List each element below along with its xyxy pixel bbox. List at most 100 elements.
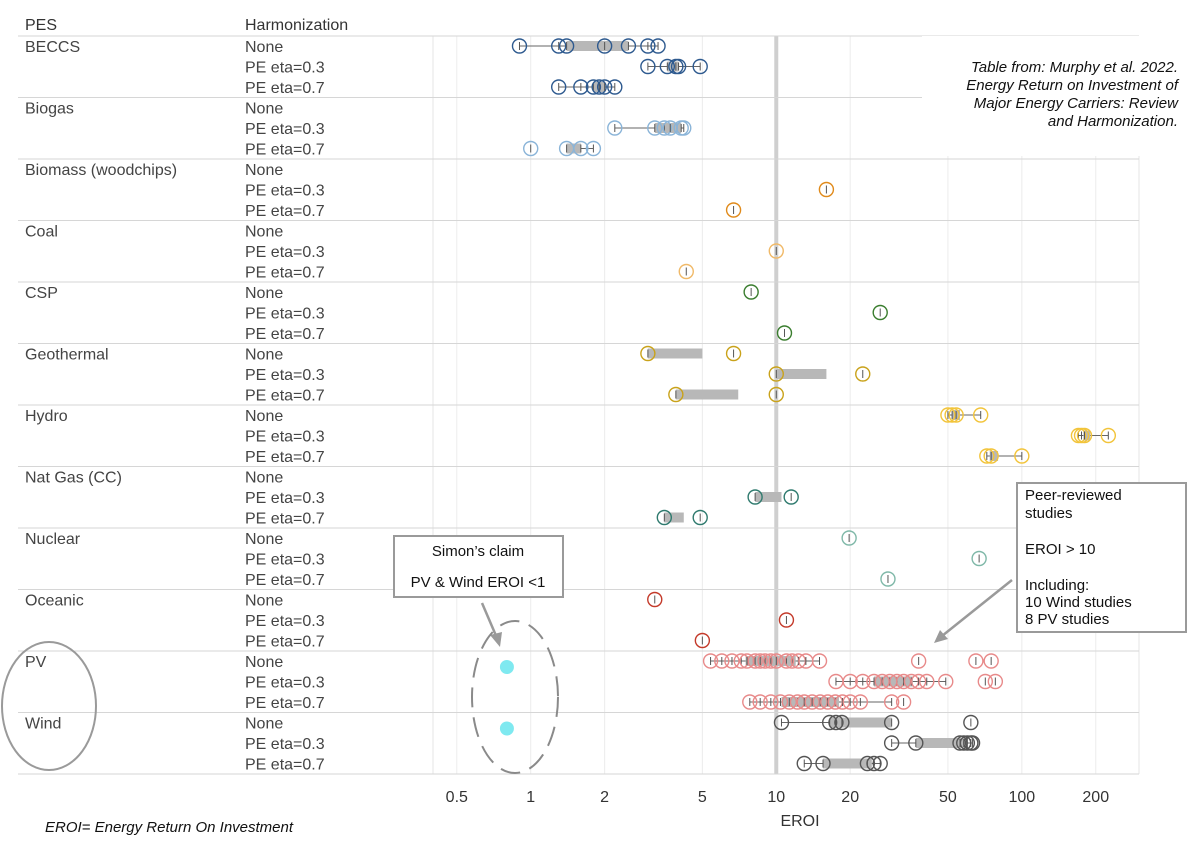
pes-label: Oceanic: [25, 593, 84, 610]
data-point: [880, 571, 896, 587]
data-point: [818, 181, 835, 198]
data-point: [778, 612, 795, 628]
harmonization-label: PE eta=0.3: [245, 490, 325, 507]
data-point: [842, 673, 858, 690]
harmonization-label: PE eta=0.7: [245, 142, 325, 159]
data-point: [834, 694, 851, 710]
harmonization-label: None: [245, 285, 283, 302]
peer-line-1: Peer-reviewed: [1025, 487, 1122, 504]
harmonization-label: PE eta=0.3: [245, 244, 325, 261]
data-point: [725, 202, 742, 218]
data-point: [852, 694, 869, 710]
data-point: [944, 407, 960, 423]
harmonization-label: PE eta=0.3: [245, 552, 325, 569]
data-point: [963, 714, 979, 731]
data-point: [640, 58, 656, 75]
harmonization-label: PE eta=0.3: [245, 60, 325, 77]
harmonization-label: PE eta=0.7: [245, 572, 325, 589]
simons-claim-points: [499, 660, 514, 736]
peer-line-4: EROI > 10: [1025, 541, 1095, 558]
data-point: [591, 79, 607, 95]
data-point: [656, 509, 673, 526]
data-point: [585, 140, 602, 157]
data-point: [959, 735, 976, 751]
peer-reviewed-text: Peer-reviewed studies EROI > 10 Includin…: [1025, 487, 1132, 628]
data-point: [550, 38, 567, 54]
harmonization-label: PE eta=0.7: [245, 80, 325, 97]
data-point: [558, 38, 575, 54]
source-note-line-2: Energy Return on Investment of: [966, 77, 1180, 94]
data-point: [596, 38, 613, 54]
harmonization-label: None: [245, 224, 283, 241]
data-point: [872, 755, 888, 772]
data-point: [968, 653, 984, 669]
data-point: [895, 694, 912, 710]
data-point: [692, 509, 708, 526]
data-point: [763, 694, 779, 710]
pes-label: Biogas: [25, 101, 74, 118]
claim-dashed-ellipse: [471, 620, 559, 774]
harmonization-label: PE eta=0.3: [245, 429, 325, 446]
pes-label: Wind: [25, 716, 61, 733]
data-point: [694, 632, 711, 649]
data-point: [714, 653, 730, 669]
data-point: [743, 284, 759, 300]
data-point: [747, 489, 763, 505]
harmonization-label: PE eta=0.3: [245, 306, 325, 323]
box: [823, 758, 872, 769]
data-point: [908, 735, 924, 751]
x-axis-ticks: 0.5 1 2 5 10 20 50 100 200: [446, 789, 1110, 806]
data-point: [964, 735, 981, 751]
peer-arrowhead: [934, 630, 948, 643]
box: [829, 717, 892, 728]
data-point: [804, 694, 820, 710]
harmonization-label: PE eta=0.7: [245, 265, 325, 282]
source-note: Table from: Murphy et al. 2022. Energy R…: [966, 59, 1180, 130]
data-point: [678, 263, 694, 280]
data-point: [768, 243, 784, 259]
data-point: [523, 140, 539, 157]
data-point: [940, 407, 956, 423]
data-point: [668, 386, 684, 403]
data-point: [739, 653, 755, 669]
data-point: [620, 38, 637, 54]
tick-label-0.5: 0.5: [446, 789, 468, 806]
data-point: [910, 673, 927, 690]
source-note-line-4: and Harmonization.: [1048, 113, 1178, 130]
harmonization-label: PE eta=0.3: [245, 675, 325, 692]
harmonization-label: None: [245, 716, 283, 733]
header-pes: PES: [25, 17, 57, 34]
data-point: [573, 140, 589, 157]
data-point: [670, 58, 687, 75]
data-point: [919, 673, 935, 690]
box: [664, 512, 684, 523]
data-point: [834, 714, 850, 731]
harmonization-label: PE eta=0.7: [245, 511, 325, 528]
data-point: [773, 714, 790, 731]
data-point: [1076, 427, 1093, 444]
data-point: [781, 694, 798, 710]
tick-label-100: 100: [1008, 789, 1035, 806]
harmonization-label: PE eta=0.3: [245, 367, 325, 384]
data-point: [550, 79, 567, 95]
data-point: [815, 755, 831, 772]
harmonization-label: PE eta=0.3: [245, 183, 325, 200]
data-point: [742, 694, 758, 710]
data-point: [607, 120, 623, 136]
data-point: [842, 694, 858, 710]
data-point: [979, 448, 995, 464]
data-point: [883, 735, 900, 751]
data-point: [948, 407, 964, 423]
box: [1083, 430, 1091, 441]
data-point: [778, 653, 795, 669]
data-point: [757, 653, 773, 669]
data-point: [647, 591, 663, 608]
data-point: [650, 38, 666, 54]
data-point: [768, 653, 784, 669]
data-marks: [511, 38, 1117, 772]
tick-label-2: 2: [600, 789, 609, 806]
data-point: [821, 714, 838, 731]
box: [647, 348, 703, 359]
data-point: [640, 345, 656, 362]
harmonization-label: PE eta=0.3: [245, 121, 325, 138]
